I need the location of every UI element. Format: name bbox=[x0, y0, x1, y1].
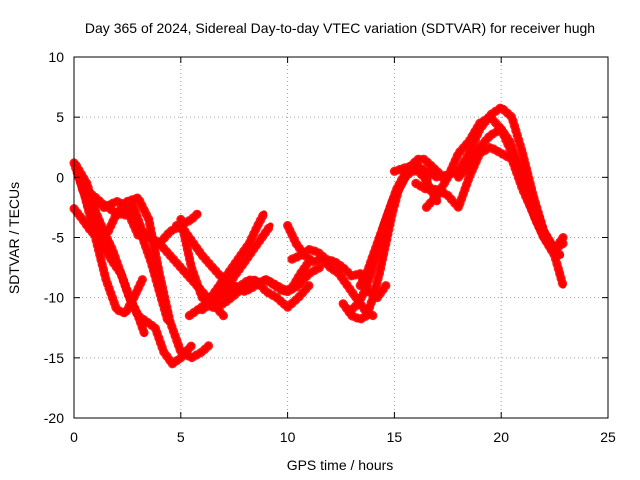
series-layer bbox=[69, 103, 568, 369]
x-tick-label: 20 bbox=[493, 429, 509, 445]
y-tick-label: -15 bbox=[44, 350, 64, 366]
series-markers-arc-4 bbox=[73, 170, 196, 369]
x-tick-label: 0 bbox=[70, 429, 78, 445]
y-tick-label: 10 bbox=[48, 49, 64, 65]
y-axis-label: SDTVAR / TECUs bbox=[6, 182, 22, 294]
series-markers-arc-17 bbox=[355, 154, 448, 291]
series-markers-arc-7 bbox=[127, 196, 203, 248]
x-tick-label: 15 bbox=[387, 429, 403, 445]
axis-ticks: 0 5 10 15 20 25 -20 -15 -10 -5 0 5 10 bbox=[44, 49, 616, 445]
series-markers-arc-21 bbox=[454, 124, 566, 260]
x-tick-label: 10 bbox=[280, 429, 296, 445]
y-tick-label: 5 bbox=[56, 109, 64, 125]
chart-title: Day 365 of 2024, Sidereal Day-to-day VTE… bbox=[85, 20, 595, 36]
x-tick-label: 5 bbox=[177, 429, 185, 445]
y-tick-label: 0 bbox=[56, 169, 64, 185]
series-markers-arc-12 bbox=[210, 257, 314, 303]
y-tick-label: -5 bbox=[52, 230, 65, 246]
y-tick-label: -10 bbox=[44, 290, 64, 306]
x-axis-label: GPS time / hours bbox=[287, 457, 394, 473]
x-tick-label: 25 bbox=[600, 429, 616, 445]
y-tick-label: -20 bbox=[44, 410, 64, 426]
